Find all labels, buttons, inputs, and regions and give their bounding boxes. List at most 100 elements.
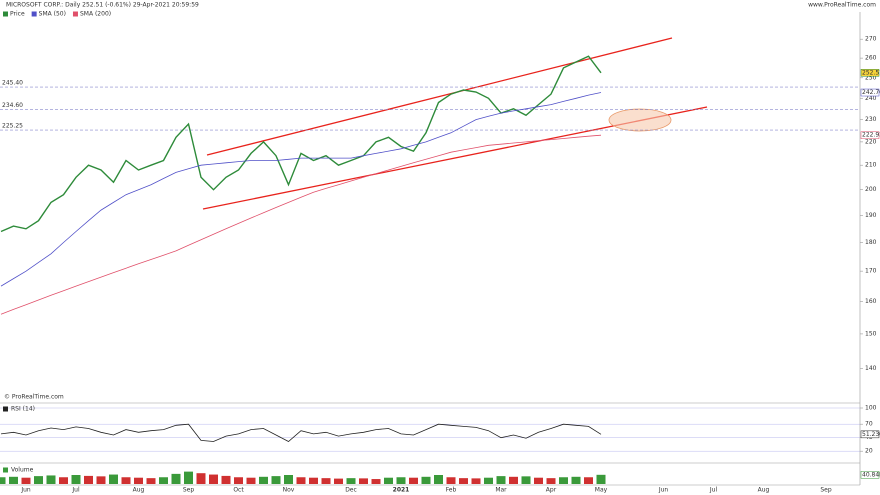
y-tick-label: 180 bbox=[865, 239, 877, 246]
bar bbox=[196, 473, 206, 484]
series-line bbox=[0, 92, 602, 287]
bar bbox=[534, 477, 543, 484]
y-tick-label: 230 bbox=[865, 116, 877, 123]
legend-label: SMA (200) bbox=[80, 11, 111, 18]
bar bbox=[234, 477, 243, 484]
x-tick-label: Oct bbox=[233, 487, 244, 494]
level-label: 245.40 bbox=[2, 80, 23, 87]
bar bbox=[421, 476, 431, 484]
x-tick-label: Aug bbox=[133, 487, 145, 494]
x-tick-label: Dec bbox=[345, 487, 357, 494]
y-tick-label: 240 bbox=[865, 95, 877, 102]
bar bbox=[346, 478, 356, 484]
bar bbox=[371, 479, 381, 484]
source: www.ProRealTime.com bbox=[808, 2, 876, 9]
x-tick-label: Mar bbox=[495, 487, 507, 494]
bar bbox=[221, 475, 231, 484]
x-tick-label: Feb bbox=[446, 487, 457, 494]
value-tag-label: 40.84M bbox=[862, 471, 880, 478]
bar bbox=[546, 478, 556, 484]
bar bbox=[359, 478, 368, 484]
value-tag bbox=[860, 471, 880, 479]
y-tick-label: 100 bbox=[865, 405, 877, 412]
bar bbox=[509, 476, 518, 484]
legend-label: Price bbox=[10, 11, 25, 18]
legend-swatch bbox=[3, 406, 8, 412]
bar bbox=[496, 476, 506, 484]
bar bbox=[321, 478, 331, 484]
bar bbox=[134, 477, 143, 484]
value-tag-label: 222.93 bbox=[862, 132, 880, 139]
level-label: 234.60 bbox=[2, 102, 23, 109]
x-tick-label: Jul bbox=[709, 487, 718, 494]
bar bbox=[409, 477, 418, 484]
bar bbox=[146, 478, 156, 484]
bar bbox=[296, 477, 306, 484]
x-tick-label: Nov bbox=[283, 487, 295, 494]
bar bbox=[434, 475, 443, 484]
y-tick-label: 170 bbox=[865, 268, 877, 275]
value-tag bbox=[860, 88, 880, 97]
bar bbox=[184, 471, 193, 484]
x-tick-label: Jun bbox=[20, 487, 31, 494]
bar bbox=[109, 474, 118, 484]
bar bbox=[96, 476, 106, 484]
x-tick-label: Sep bbox=[183, 487, 195, 494]
bar bbox=[0, 477, 6, 484]
bar bbox=[459, 478, 468, 484]
bar bbox=[121, 477, 131, 484]
bar bbox=[559, 477, 568, 484]
series-line bbox=[0, 134, 602, 315]
bar bbox=[34, 476, 43, 484]
legend-swatch bbox=[31, 11, 37, 17]
x-tick-label: Jul bbox=[71, 487, 80, 494]
y-tick-label: 250 bbox=[865, 74, 877, 81]
value-tag-label: 242.76 bbox=[862, 89, 880, 96]
copyright: © ProRealTime.com bbox=[4, 394, 64, 401]
y-tick-label: 210 bbox=[865, 162, 877, 169]
legend-swatch bbox=[3, 467, 8, 473]
channel-upper bbox=[206, 37, 673, 156]
x-tick-label: Sep bbox=[820, 487, 832, 494]
panel-title: Volume bbox=[11, 467, 34, 474]
bar bbox=[334, 478, 343, 484]
legend-swatch bbox=[3, 11, 8, 17]
target-zone bbox=[608, 108, 672, 132]
bar bbox=[84, 475, 93, 484]
bar bbox=[46, 475, 56, 484]
bar bbox=[209, 474, 218, 484]
y-tick-label: 200 bbox=[865, 186, 877, 193]
value-tag bbox=[860, 430, 880, 439]
bar bbox=[159, 477, 168, 484]
bar bbox=[284, 475, 293, 484]
value-tag-label: 51.236 bbox=[862, 431, 880, 438]
bar bbox=[584, 477, 593, 484]
panel-title: RSI (14) bbox=[11, 406, 35, 413]
bar bbox=[259, 476, 268, 484]
value-tag bbox=[860, 131, 880, 139]
level-label: 225.25 bbox=[2, 123, 23, 130]
bar bbox=[171, 473, 181, 484]
y-tick-label: 260 bbox=[865, 55, 877, 62]
y-tick-label: 70 bbox=[865, 421, 873, 428]
y-tick-label: 140 bbox=[865, 365, 877, 372]
x-tick-label: 2021 bbox=[393, 487, 410, 494]
bar bbox=[596, 474, 606, 484]
legend-label: SMA (50) bbox=[39, 11, 66, 18]
y-tick-label: 220 bbox=[865, 138, 877, 145]
y-tick-label: 270 bbox=[865, 36, 877, 43]
chart-title: MICROSOFT CORP.: Daily 252.51 (-0.61%) 2… bbox=[6, 2, 199, 9]
bar bbox=[384, 477, 393, 484]
y-tick-label: 20 bbox=[865, 448, 873, 455]
bar bbox=[521, 476, 531, 484]
bar bbox=[446, 477, 456, 484]
bar bbox=[309, 477, 318, 484]
value-tag-label: 252.51 bbox=[862, 69, 880, 76]
bar bbox=[59, 477, 68, 484]
bar bbox=[71, 475, 81, 484]
x-tick-label: Apr bbox=[546, 487, 557, 494]
bar bbox=[484, 477, 493, 484]
value-tag bbox=[860, 69, 880, 77]
